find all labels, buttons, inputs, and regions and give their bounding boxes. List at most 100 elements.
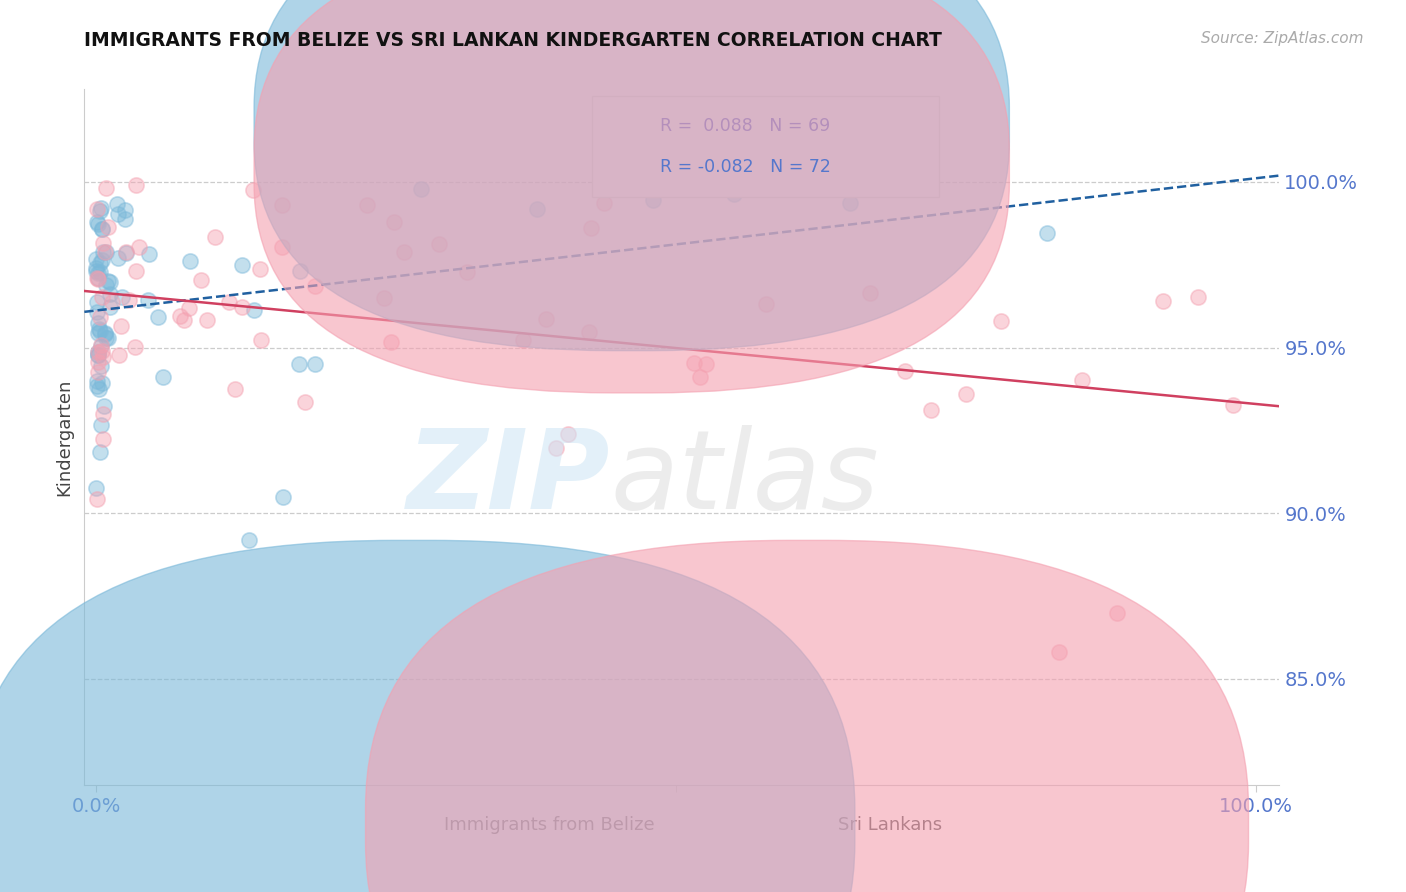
Point <box>98 300 121 314</box>
Point <box>1047 645 1070 659</box>
Point <box>86 260 108 275</box>
Point <box>593 196 616 211</box>
Point <box>920 403 942 417</box>
Point <box>990 314 1012 328</box>
Point <box>91 350 114 364</box>
Point <box>91 244 114 259</box>
Point <box>87 272 110 286</box>
Point <box>89 382 111 396</box>
Point <box>955 387 977 401</box>
Point <box>546 441 568 455</box>
Point <box>100 295 122 310</box>
Point <box>118 293 141 307</box>
FancyBboxPatch shape <box>254 0 1010 392</box>
Point <box>87 316 110 330</box>
Point <box>579 221 602 235</box>
Point <box>136 293 159 307</box>
Point <box>91 408 114 422</box>
Point <box>218 294 240 309</box>
Text: Immigrants from Belize: Immigrants from Belize <box>444 816 655 834</box>
FancyBboxPatch shape <box>592 96 939 197</box>
Point <box>682 356 704 370</box>
Point <box>231 258 253 272</box>
Point <box>97 331 120 345</box>
Point <box>89 324 111 338</box>
Point <box>90 338 112 352</box>
Point <box>86 295 108 310</box>
Point <box>271 490 294 504</box>
Point <box>125 264 148 278</box>
Point <box>87 344 110 359</box>
Point <box>392 245 415 260</box>
Point <box>86 492 108 507</box>
Text: R =  0.088   N = 69: R = 0.088 N = 69 <box>661 117 831 135</box>
Point <box>271 197 294 211</box>
Point <box>94 245 117 260</box>
Point <box>89 204 111 219</box>
Point <box>512 333 534 347</box>
Point <box>197 312 219 326</box>
Point <box>380 334 402 349</box>
Point <box>89 310 111 325</box>
Point <box>427 236 450 251</box>
Point <box>94 244 117 259</box>
Point <box>115 245 138 260</box>
Point <box>242 183 264 197</box>
Point <box>105 196 128 211</box>
Point <box>90 221 112 235</box>
Y-axis label: Kindergarten: Kindergarten <box>55 378 73 496</box>
FancyBboxPatch shape <box>254 0 1010 351</box>
Point <box>87 217 110 231</box>
Point <box>111 290 134 304</box>
Point <box>86 348 108 362</box>
Point <box>96 181 118 195</box>
Point <box>1152 293 1174 308</box>
Point <box>304 357 326 371</box>
Point <box>114 202 136 217</box>
Point <box>204 230 226 244</box>
Point <box>723 186 745 201</box>
Point <box>456 265 478 279</box>
Text: ZIP: ZIP <box>406 425 610 533</box>
Point <box>86 365 108 379</box>
Point <box>107 207 129 221</box>
Point <box>86 354 108 368</box>
Point <box>107 251 129 265</box>
Point <box>304 278 326 293</box>
Point <box>86 267 108 281</box>
Text: Sri Lankans: Sri Lankans <box>838 816 942 834</box>
Point <box>1222 398 1244 412</box>
Point <box>86 202 108 217</box>
Point <box>89 256 111 270</box>
Point <box>86 379 108 393</box>
Point <box>288 358 311 372</box>
Point <box>93 236 115 251</box>
Point <box>93 327 115 342</box>
Point <box>557 427 579 442</box>
Point <box>100 275 122 289</box>
Point <box>86 215 108 229</box>
Text: R = -0.082   N = 72: R = -0.082 N = 72 <box>661 158 831 177</box>
Point <box>90 359 112 374</box>
Point <box>231 301 253 315</box>
Point <box>578 325 600 339</box>
Point <box>90 202 112 216</box>
Point <box>84 264 107 278</box>
Point <box>86 374 108 388</box>
Point <box>89 445 111 459</box>
Point <box>97 274 120 288</box>
Point <box>86 271 108 285</box>
Point <box>108 348 131 362</box>
Text: atlas: atlas <box>610 425 879 533</box>
Point <box>893 364 915 378</box>
Point <box>179 254 201 268</box>
Point <box>91 376 114 390</box>
Point <box>755 297 778 311</box>
Point <box>89 265 111 279</box>
Point <box>294 395 316 409</box>
Point <box>86 270 108 285</box>
Point <box>249 262 271 277</box>
Point <box>1071 372 1094 386</box>
Point <box>91 432 114 446</box>
Point <box>84 481 107 495</box>
